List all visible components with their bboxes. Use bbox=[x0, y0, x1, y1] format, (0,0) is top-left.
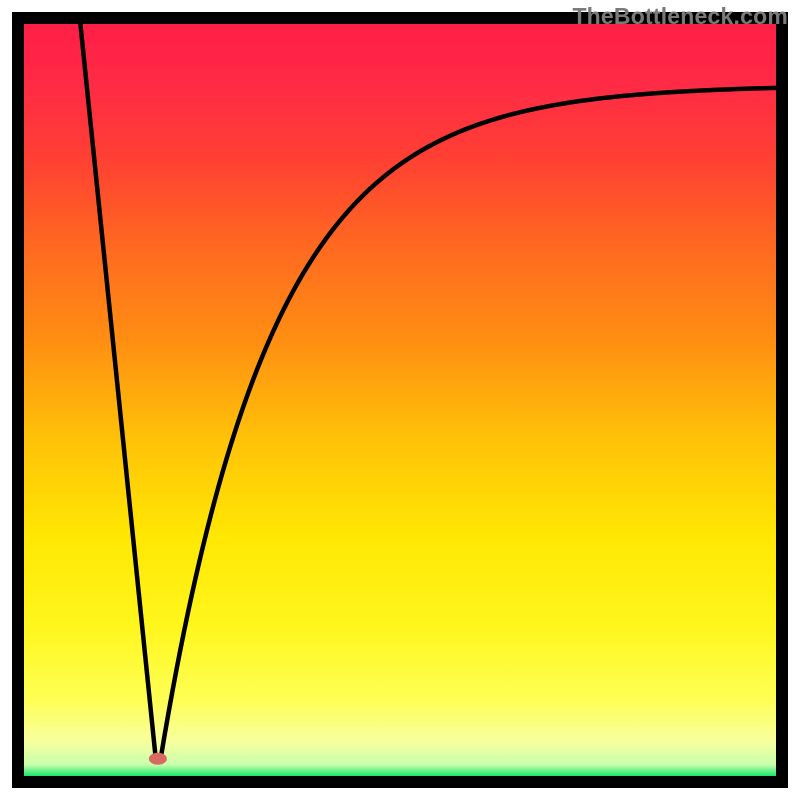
apex-marker bbox=[149, 753, 167, 765]
gradient-background bbox=[24, 24, 776, 776]
watermark-label: TheBottleneck.com bbox=[572, 3, 788, 30]
chart-container: TheBottleneck.com bbox=[0, 0, 800, 800]
bottleneck-chart bbox=[0, 0, 800, 800]
